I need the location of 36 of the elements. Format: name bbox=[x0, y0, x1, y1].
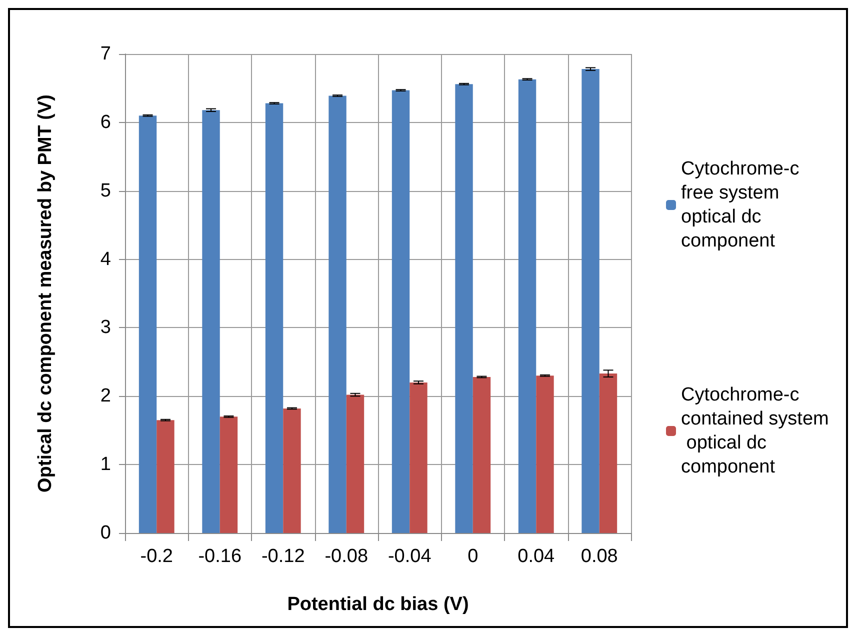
y-tick-label: 4 bbox=[100, 248, 112, 270]
bar bbox=[138, 116, 157, 533]
x-tick-label: -0.16 bbox=[198, 546, 242, 567]
bar bbox=[599, 374, 618, 533]
x-tick-label: -0.2 bbox=[140, 546, 173, 567]
y-tick-label: 3 bbox=[100, 317, 111, 338]
x-axis-title: Potential dc bias (V) bbox=[287, 594, 469, 615]
x-tick-label: -0.04 bbox=[388, 546, 432, 567]
x-tick-label: 0.08 bbox=[580, 546, 618, 567]
legend-label: Cytochrome-c free system optical dc component bbox=[681, 158, 805, 252]
bar bbox=[392, 90, 410, 533]
x-tick-label: 0 bbox=[468, 546, 478, 567]
bar bbox=[536, 376, 554, 533]
y-tick-label: 7 bbox=[100, 44, 111, 64]
bar bbox=[455, 84, 473, 533]
bar bbox=[346, 394, 364, 533]
y-tick-label: 1 bbox=[100, 454, 111, 476]
y-tick-label: 0 bbox=[100, 522, 111, 544]
bar bbox=[220, 416, 238, 533]
bar bbox=[328, 96, 346, 533]
y-axis-title: Optical dc component measured by PMT (V) bbox=[35, 94, 56, 493]
bar bbox=[265, 103, 284, 533]
bar bbox=[582, 69, 600, 533]
x-tick-label: 0.04 bbox=[518, 546, 556, 567]
bar bbox=[156, 420, 174, 533]
y-tick-label: 5 bbox=[100, 180, 111, 202]
legend-label: Cytochrome-c contained system optical dc component bbox=[681, 384, 829, 478]
y-tick-label: 2 bbox=[100, 386, 111, 407]
x-tick-label: -0.08 bbox=[324, 546, 368, 567]
bar bbox=[472, 376, 491, 533]
x-tick-label: -0.12 bbox=[261, 546, 305, 567]
bar bbox=[202, 110, 220, 533]
bar bbox=[518, 79, 536, 533]
y-tick-label: 6 bbox=[100, 112, 111, 133]
bar bbox=[410, 382, 428, 533]
bar bbox=[283, 408, 301, 533]
